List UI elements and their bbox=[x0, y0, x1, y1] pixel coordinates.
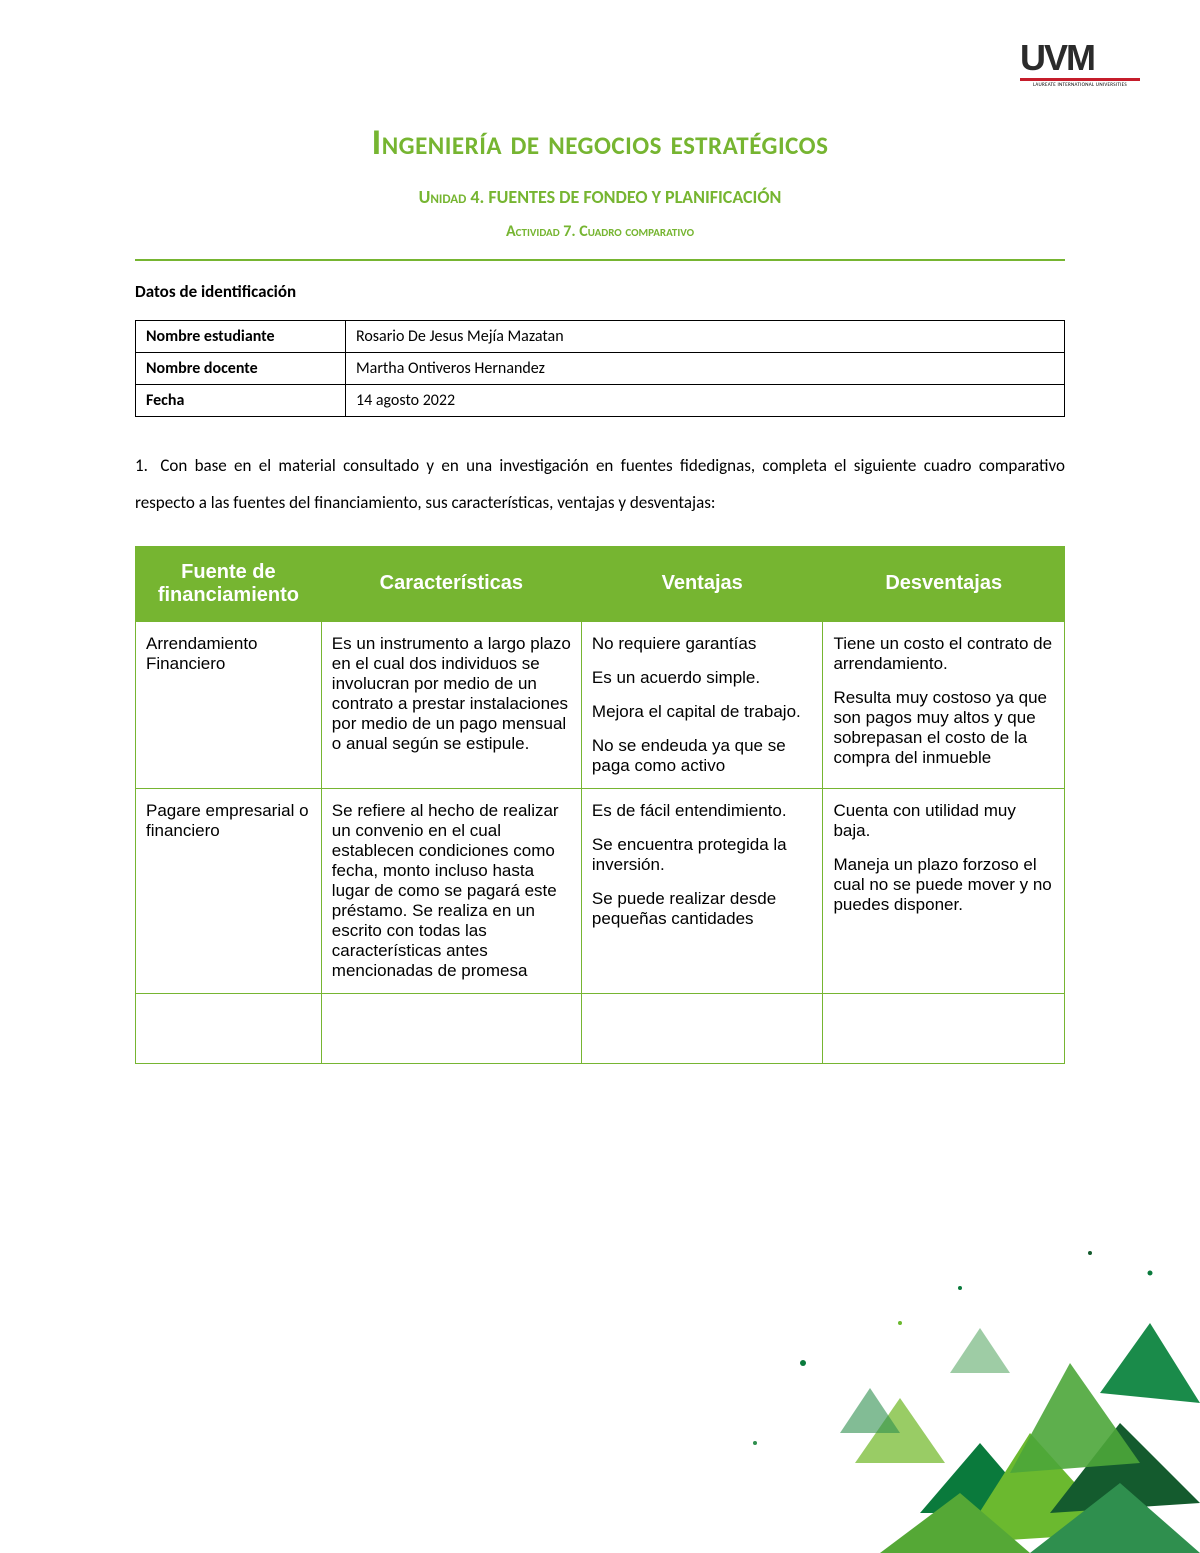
id-value: Rosario De Jesus Mejía Mazatan bbox=[346, 321, 1065, 353]
logo-accent bbox=[1020, 78, 1140, 81]
empty-cell bbox=[823, 993, 1065, 1063]
cell-caracteristicas: Es un instrumento a largo plazo en el cu… bbox=[321, 621, 581, 788]
subtitle-unit: Unidad 4. FUENTES DE FONDEO Y PLANIFICAC… bbox=[135, 186, 1065, 208]
logo-subtitle: LAUREATE INTERNATIONAL UNIVERSITIES bbox=[1020, 82, 1140, 88]
main-title: Ingeniería de negocios estratégicos bbox=[135, 120, 1065, 164]
table-row bbox=[136, 993, 1065, 1063]
col-header: Características bbox=[321, 546, 581, 621]
empty-cell bbox=[136, 993, 322, 1063]
table-row: Fecha 14 agosto 2022 bbox=[136, 385, 1065, 417]
id-label: Fecha bbox=[136, 385, 346, 417]
col-header: Desventajas bbox=[823, 546, 1065, 621]
table-header-row: Fuente de financiamiento Características… bbox=[136, 546, 1065, 621]
decorative-triangles bbox=[700, 1213, 1200, 1553]
cell-fuente: Arrendamiento Financiero bbox=[136, 621, 322, 788]
cell-caracteristicas: Se refiere al hecho de realizar un conve… bbox=[321, 788, 581, 993]
divider bbox=[135, 259, 1065, 261]
comparative-table: Fuente de financiamiento Características… bbox=[135, 546, 1065, 1064]
cell-ventajas: No requiere garantías Es un acuerdo simp… bbox=[581, 621, 823, 788]
cell-desventajas: Tiene un costo el contrato de arrendamie… bbox=[823, 621, 1065, 788]
section-label: Datos de identificación bbox=[135, 281, 1065, 302]
identification-table: Nombre estudiante Rosario De Jesus Mejía… bbox=[135, 320, 1065, 417]
subtitle-activity: Actividad 7. Cuadro comparativo bbox=[135, 222, 1065, 241]
id-label: Nombre estudiante bbox=[136, 321, 346, 353]
document-page: UVM LAUREATE INTERNATIONAL UNIVERSITIES … bbox=[0, 0, 1200, 1553]
cell-fuente: Pagare empresarial o financiero bbox=[136, 788, 322, 993]
id-value: 14 agosto 2022 bbox=[346, 385, 1065, 417]
id-value: Martha Ontiveros Hernandez bbox=[346, 353, 1065, 385]
col-header: Fuente de financiamiento bbox=[136, 546, 322, 621]
table-row: Nombre estudiante Rosario De Jesus Mejía… bbox=[136, 321, 1065, 353]
instruction-body: Con base en el material consultado y en … bbox=[135, 455, 1065, 513]
col-header: Ventajas bbox=[581, 546, 823, 621]
empty-cell bbox=[321, 993, 581, 1063]
list-number: 1. bbox=[135, 447, 153, 484]
instruction-text: 1. Con base en el material consultado y … bbox=[135, 447, 1065, 522]
table-row: Pagare empresarial o financiero Se refie… bbox=[136, 788, 1065, 993]
table-row: Nombre docente Martha Ontiveros Hernande… bbox=[136, 353, 1065, 385]
id-label: Nombre docente bbox=[136, 353, 346, 385]
cell-ventajas: Es de fácil entendimiento. Se encuentra … bbox=[581, 788, 823, 993]
table-row: Arrendamiento Financiero Es un instrumen… bbox=[136, 621, 1065, 788]
empty-cell bbox=[581, 993, 823, 1063]
cell-desventajas: Cuenta con utilidad muy baja. Maneja un … bbox=[823, 788, 1065, 993]
uvm-logo: UVM LAUREATE INTERNATIONAL UNIVERSITIES bbox=[1020, 40, 1140, 88]
logo-text: UVM bbox=[1020, 40, 1140, 76]
